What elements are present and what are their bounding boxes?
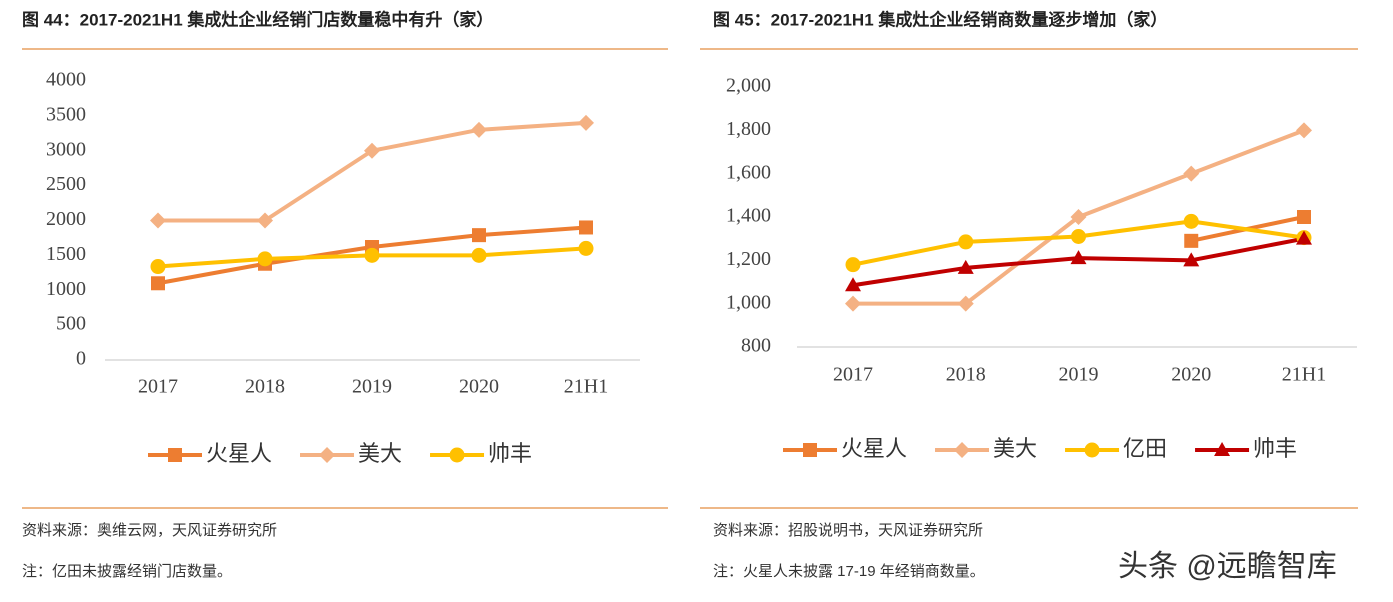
legend-marker bbox=[168, 448, 182, 462]
x-tick-label: 2019 bbox=[1059, 364, 1099, 386]
y-tick-label: 2,000 bbox=[726, 75, 771, 97]
y-tick-label: 1,200 bbox=[726, 248, 771, 270]
marker bbox=[151, 276, 165, 291]
legend-label: 火星人 bbox=[841, 436, 907, 461]
legend-label: 亿田 bbox=[1123, 436, 1167, 461]
x-tick-label: 2020 bbox=[459, 376, 499, 398]
marker bbox=[150, 259, 166, 275]
legend-label: 美大 bbox=[358, 441, 402, 466]
y-tick-label: 3500 bbox=[46, 103, 86, 125]
marker bbox=[1070, 209, 1087, 225]
marker bbox=[364, 247, 380, 263]
chart-title: 图 44：2017-2021H1 集成灶企业经销门店数量稳中有升（家） bbox=[22, 9, 493, 29]
marker bbox=[957, 259, 974, 274]
y-tick-label: 0 bbox=[76, 348, 86, 370]
marker bbox=[1183, 213, 1199, 229]
y-tick-label: 1,400 bbox=[726, 205, 771, 227]
x-tick-label: 2018 bbox=[245, 376, 285, 398]
x-tick-label: 2018 bbox=[946, 364, 986, 386]
source: 资料来源：奥维云网，天风证券研究所 bbox=[22, 522, 277, 539]
x-tick-label: 2019 bbox=[352, 376, 392, 398]
legend-label: 美大 bbox=[993, 436, 1037, 461]
y-tick-label: 2000 bbox=[46, 208, 86, 230]
y-tick-label: 1,800 bbox=[726, 118, 771, 140]
x-tick-label: 2017 bbox=[833, 364, 873, 386]
y-tick-label: 800 bbox=[741, 335, 771, 357]
legend-marker bbox=[319, 447, 336, 463]
chart-title: 图 45：2017-2021H1 集成灶企业经销商数量逐步增加（家） bbox=[713, 9, 1167, 29]
note: 注：亿田未披露经销门店数量。 bbox=[22, 563, 232, 580]
marker bbox=[257, 212, 273, 229]
marker bbox=[845, 277, 861, 292]
x-tick-label: 21H1 bbox=[1282, 364, 1326, 386]
marker bbox=[1070, 250, 1087, 265]
marker bbox=[1184, 233, 1199, 248]
marker bbox=[364, 142, 380, 159]
legend-marker bbox=[1084, 442, 1100, 458]
marker bbox=[1296, 230, 1312, 245]
legend-marker bbox=[954, 442, 971, 458]
marker bbox=[578, 240, 594, 256]
marker bbox=[958, 234, 974, 250]
marker bbox=[578, 114, 594, 131]
note: 注：火星人未披露 17-19 年经销商数量。 bbox=[713, 563, 985, 580]
legend-marker bbox=[449, 447, 465, 463]
legend-label: 帅丰 bbox=[488, 441, 532, 466]
marker bbox=[150, 212, 166, 229]
series-line bbox=[158, 120, 587, 223]
marker bbox=[579, 220, 593, 235]
x-tick-label: 2020 bbox=[1171, 364, 1211, 386]
y-tick-label: 1,600 bbox=[726, 161, 771, 183]
y-tick-label: 500 bbox=[56, 313, 86, 335]
marker bbox=[471, 247, 487, 263]
legend-marker bbox=[1214, 442, 1231, 456]
marker bbox=[957, 295, 974, 312]
y-tick-label: 4000 bbox=[46, 69, 86, 91]
marker bbox=[471, 121, 487, 138]
legend-label: 火星人 bbox=[206, 441, 272, 466]
marker bbox=[1183, 165, 1200, 182]
marker bbox=[845, 295, 861, 312]
watermark: 头条 @远瞻智库 bbox=[1118, 550, 1337, 583]
marker bbox=[257, 251, 273, 267]
marker bbox=[1071, 229, 1086, 244]
x-tick-label: 21H1 bbox=[564, 376, 608, 398]
marker bbox=[1183, 252, 1200, 267]
y-tick-label: 1500 bbox=[46, 243, 86, 265]
marker bbox=[845, 257, 861, 273]
y-tick-label: 3000 bbox=[46, 138, 86, 160]
marker bbox=[472, 228, 486, 243]
marker bbox=[1297, 210, 1311, 224]
x-tick-label: 2017 bbox=[138, 376, 178, 398]
marker bbox=[1296, 122, 1312, 139]
y-tick-label: 1,000 bbox=[726, 291, 771, 313]
y-tick-label: 1000 bbox=[46, 278, 86, 300]
y-tick-label: 2500 bbox=[46, 173, 86, 195]
source: 资料来源：招股说明书，天风证券研究所 bbox=[713, 522, 983, 539]
legend-label: 帅丰 bbox=[1253, 436, 1297, 461]
legend-marker bbox=[803, 443, 817, 457]
